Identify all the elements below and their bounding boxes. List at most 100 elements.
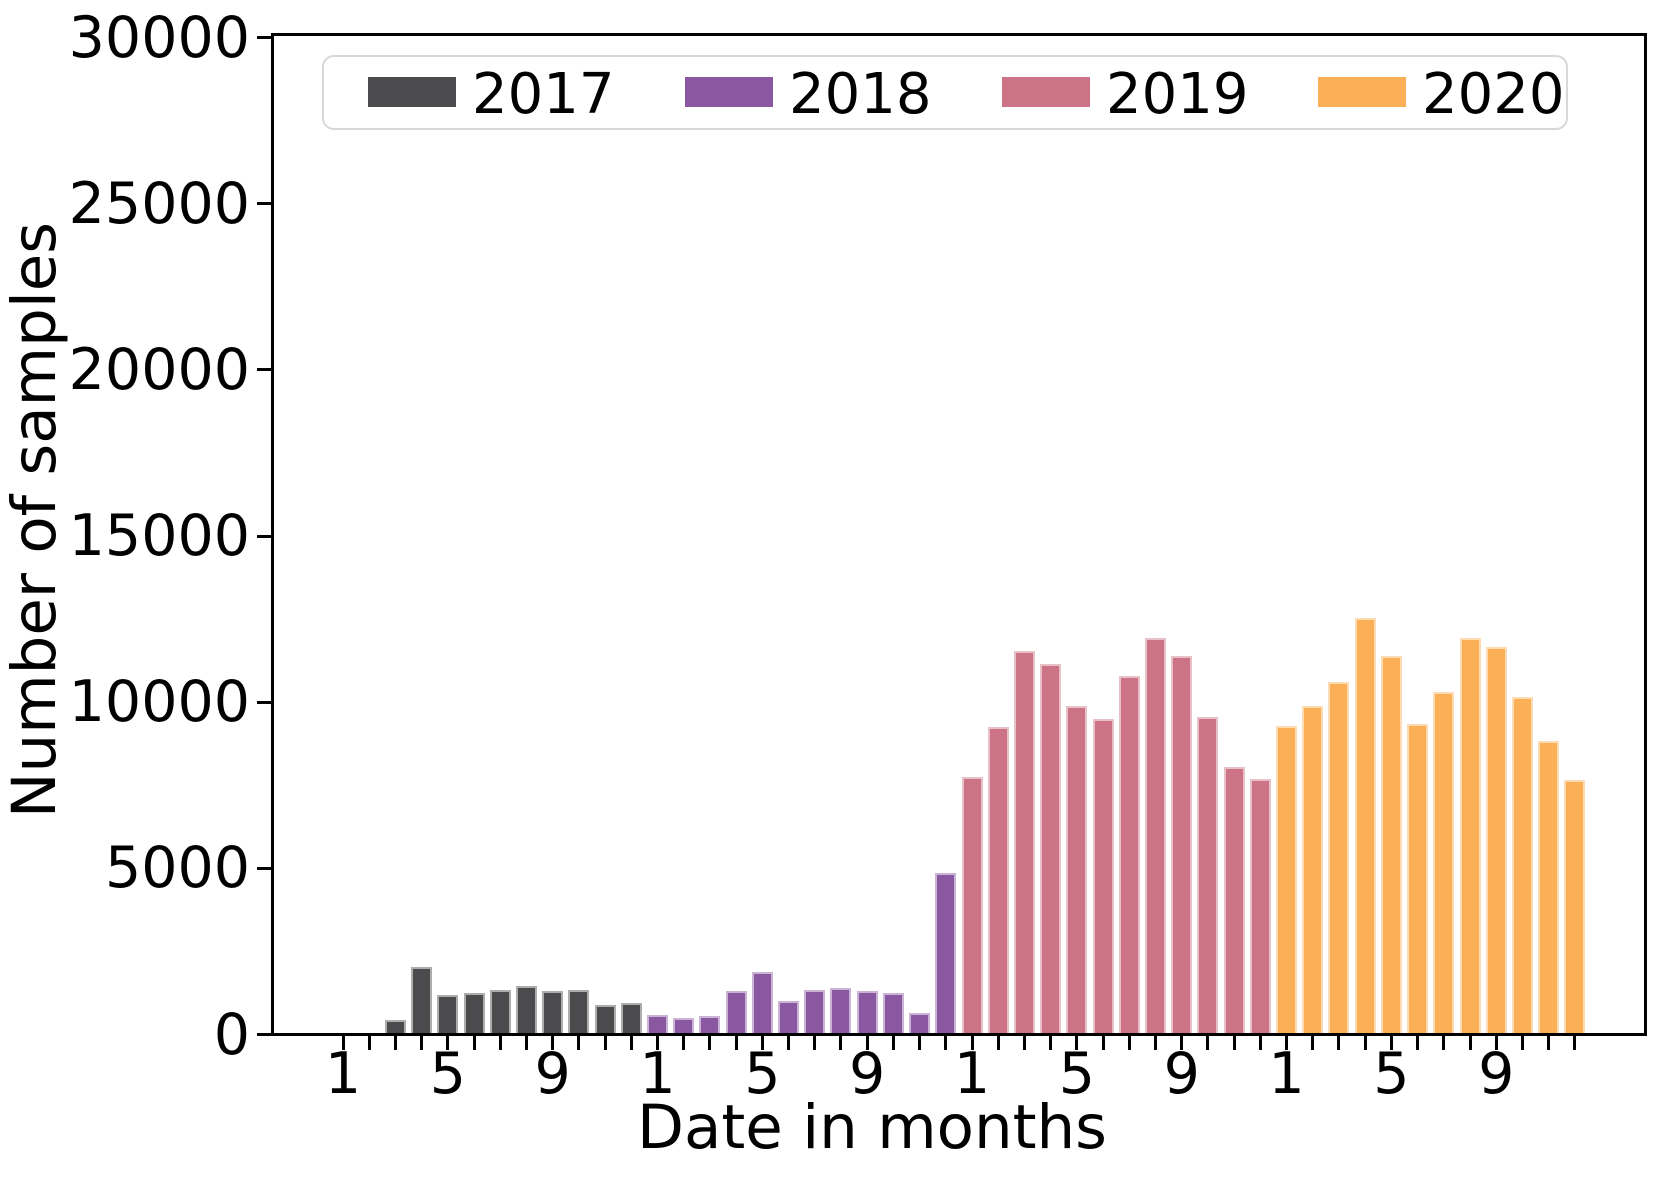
bar-2020-month-10	[1511, 697, 1533, 1033]
x-tick-label-2017-9: 9	[534, 1041, 571, 1107]
legend-label-2018: 2018	[789, 62, 932, 127]
x-tick	[1285, 1036, 1289, 1050]
x-tick-label-2020-9: 9	[1478, 1041, 1515, 1107]
bar-2017-month-3	[384, 1020, 406, 1033]
bar-2018-month-6	[778, 1001, 800, 1033]
x-tick	[918, 1036, 922, 1050]
bar-2020-month-11	[1538, 741, 1560, 1033]
x-tick	[1075, 1036, 1079, 1050]
x-tick	[498, 1036, 502, 1050]
y-tick-label-0: 0	[213, 1001, 250, 1068]
x-tick	[472, 1036, 476, 1050]
bar-2017-month-8	[515, 986, 537, 1033]
bar-2020-month-7	[1433, 692, 1455, 1033]
x-tick-label-2019-5: 5	[1058, 1041, 1095, 1107]
bar-2020-month-6	[1407, 724, 1429, 1033]
x-tick	[1573, 1036, 1577, 1050]
x-tick	[708, 1036, 712, 1050]
x-tick	[420, 1036, 424, 1050]
bar-2018-month-11	[909, 1013, 931, 1033]
x-tick	[1494, 1036, 1498, 1050]
legend-label-2020: 2020	[1422, 62, 1565, 127]
bar-2017-month-10	[568, 990, 590, 1033]
bar-2017-month-6	[463, 993, 485, 1033]
bar-2019-month-9	[1171, 656, 1193, 1033]
bar-2017-month-5	[437, 995, 459, 1033]
x-tick-label-2018-1: 1	[639, 1041, 676, 1107]
x-tick	[1416, 1036, 1420, 1050]
x-tick	[367, 1036, 371, 1050]
x-tick	[1049, 1036, 1053, 1050]
x-tick	[682, 1036, 686, 1050]
bar-2019-month-10	[1197, 717, 1219, 1033]
x-tick	[1363, 1036, 1367, 1050]
bar-2020-month-4	[1354, 618, 1376, 1033]
bar-2019-month-5	[1066, 706, 1088, 1033]
y-tick-label-20000: 20000	[68, 336, 250, 403]
x-tick	[656, 1036, 660, 1050]
bar-2019-month-3	[1013, 651, 1035, 1033]
bar-2020-month-8	[1459, 638, 1481, 1033]
y-axis-label: Number of samples	[0, 221, 70, 819]
x-tick-label-2019-1: 1	[953, 1041, 991, 1107]
bar-2020-month-12	[1564, 780, 1586, 1033]
bar-2018-month-9	[856, 991, 878, 1033]
y-tick	[257, 1033, 271, 1036]
x-tick	[944, 1036, 948, 1050]
bar-2018-month-5	[751, 972, 773, 1033]
x-tick	[1520, 1036, 1524, 1050]
legend: 2017 2018 2019 2020	[322, 55, 1568, 130]
y-tick-label-30000: 30000	[68, 4, 250, 71]
bar-2020-month-1	[1276, 726, 1298, 1033]
bar-2017-month-11	[594, 1005, 616, 1033]
bar-2018-month-12	[935, 873, 957, 1033]
y-tick-label-15000: 15000	[68, 503, 250, 569]
x-tick	[760, 1036, 764, 1050]
y-tick	[257, 36, 271, 39]
y-tick	[257, 534, 271, 538]
x-tick	[1337, 1036, 1341, 1050]
x-tick	[1311, 1036, 1315, 1050]
x-tick	[1180, 1036, 1184, 1050]
bar-2020-month-9	[1485, 647, 1507, 1033]
bar-2017-month-9	[542, 991, 564, 1033]
x-tick	[813, 1036, 817, 1050]
bar-2019-month-7	[1118, 676, 1140, 1033]
y-tick-label-10000: 10000	[68, 669, 250, 736]
bar-2018-month-8	[830, 988, 852, 1033]
x-tick	[341, 1036, 345, 1050]
y-tick	[257, 202, 271, 206]
bar-2020-month-3	[1328, 682, 1350, 1033]
x-tick-label-2020-5: 5	[1373, 1041, 1410, 1107]
x-tick	[1442, 1036, 1446, 1050]
x-tick	[865, 1036, 869, 1050]
bar-2019-month-6	[1092, 719, 1114, 1033]
legend-swatch-2017	[368, 77, 456, 107]
x-tick	[393, 1036, 397, 1050]
x-tick	[734, 1036, 738, 1050]
y-tick	[257, 866, 271, 870]
x-tick	[996, 1036, 1000, 1050]
x-tick-label-2019-9: 9	[1163, 1041, 1200, 1107]
x-tick	[1022, 1036, 1026, 1050]
x-tick-label-2020-1: 1	[1268, 1041, 1305, 1107]
legend-label-2019: 2019	[1106, 62, 1249, 127]
bar-2019-month-8	[1145, 638, 1166, 1033]
bar-2018-month-2	[673, 1018, 695, 1033]
x-tick	[1232, 1036, 1236, 1050]
legend-swatch-2018	[685, 77, 773, 107]
plot-area	[271, 33, 1647, 1036]
x-tick	[1389, 1036, 1393, 1050]
x-tick	[839, 1036, 843, 1050]
legend-label-2017: 2017	[472, 62, 615, 127]
bar-2020-month-2	[1302, 706, 1324, 1033]
y-tick	[257, 368, 271, 372]
y-tick-label-25000: 25000	[68, 170, 250, 237]
x-tick	[1154, 1036, 1157, 1050]
bar-2019-month-4	[1040, 664, 1062, 1033]
bar-2020-month-5	[1380, 656, 1402, 1033]
legend-swatch-2019	[1002, 77, 1090, 107]
x-tick-label-2018-5: 5	[744, 1041, 781, 1107]
legend-swatch-2020	[1318, 77, 1406, 107]
bar-2018-month-7	[804, 990, 826, 1033]
